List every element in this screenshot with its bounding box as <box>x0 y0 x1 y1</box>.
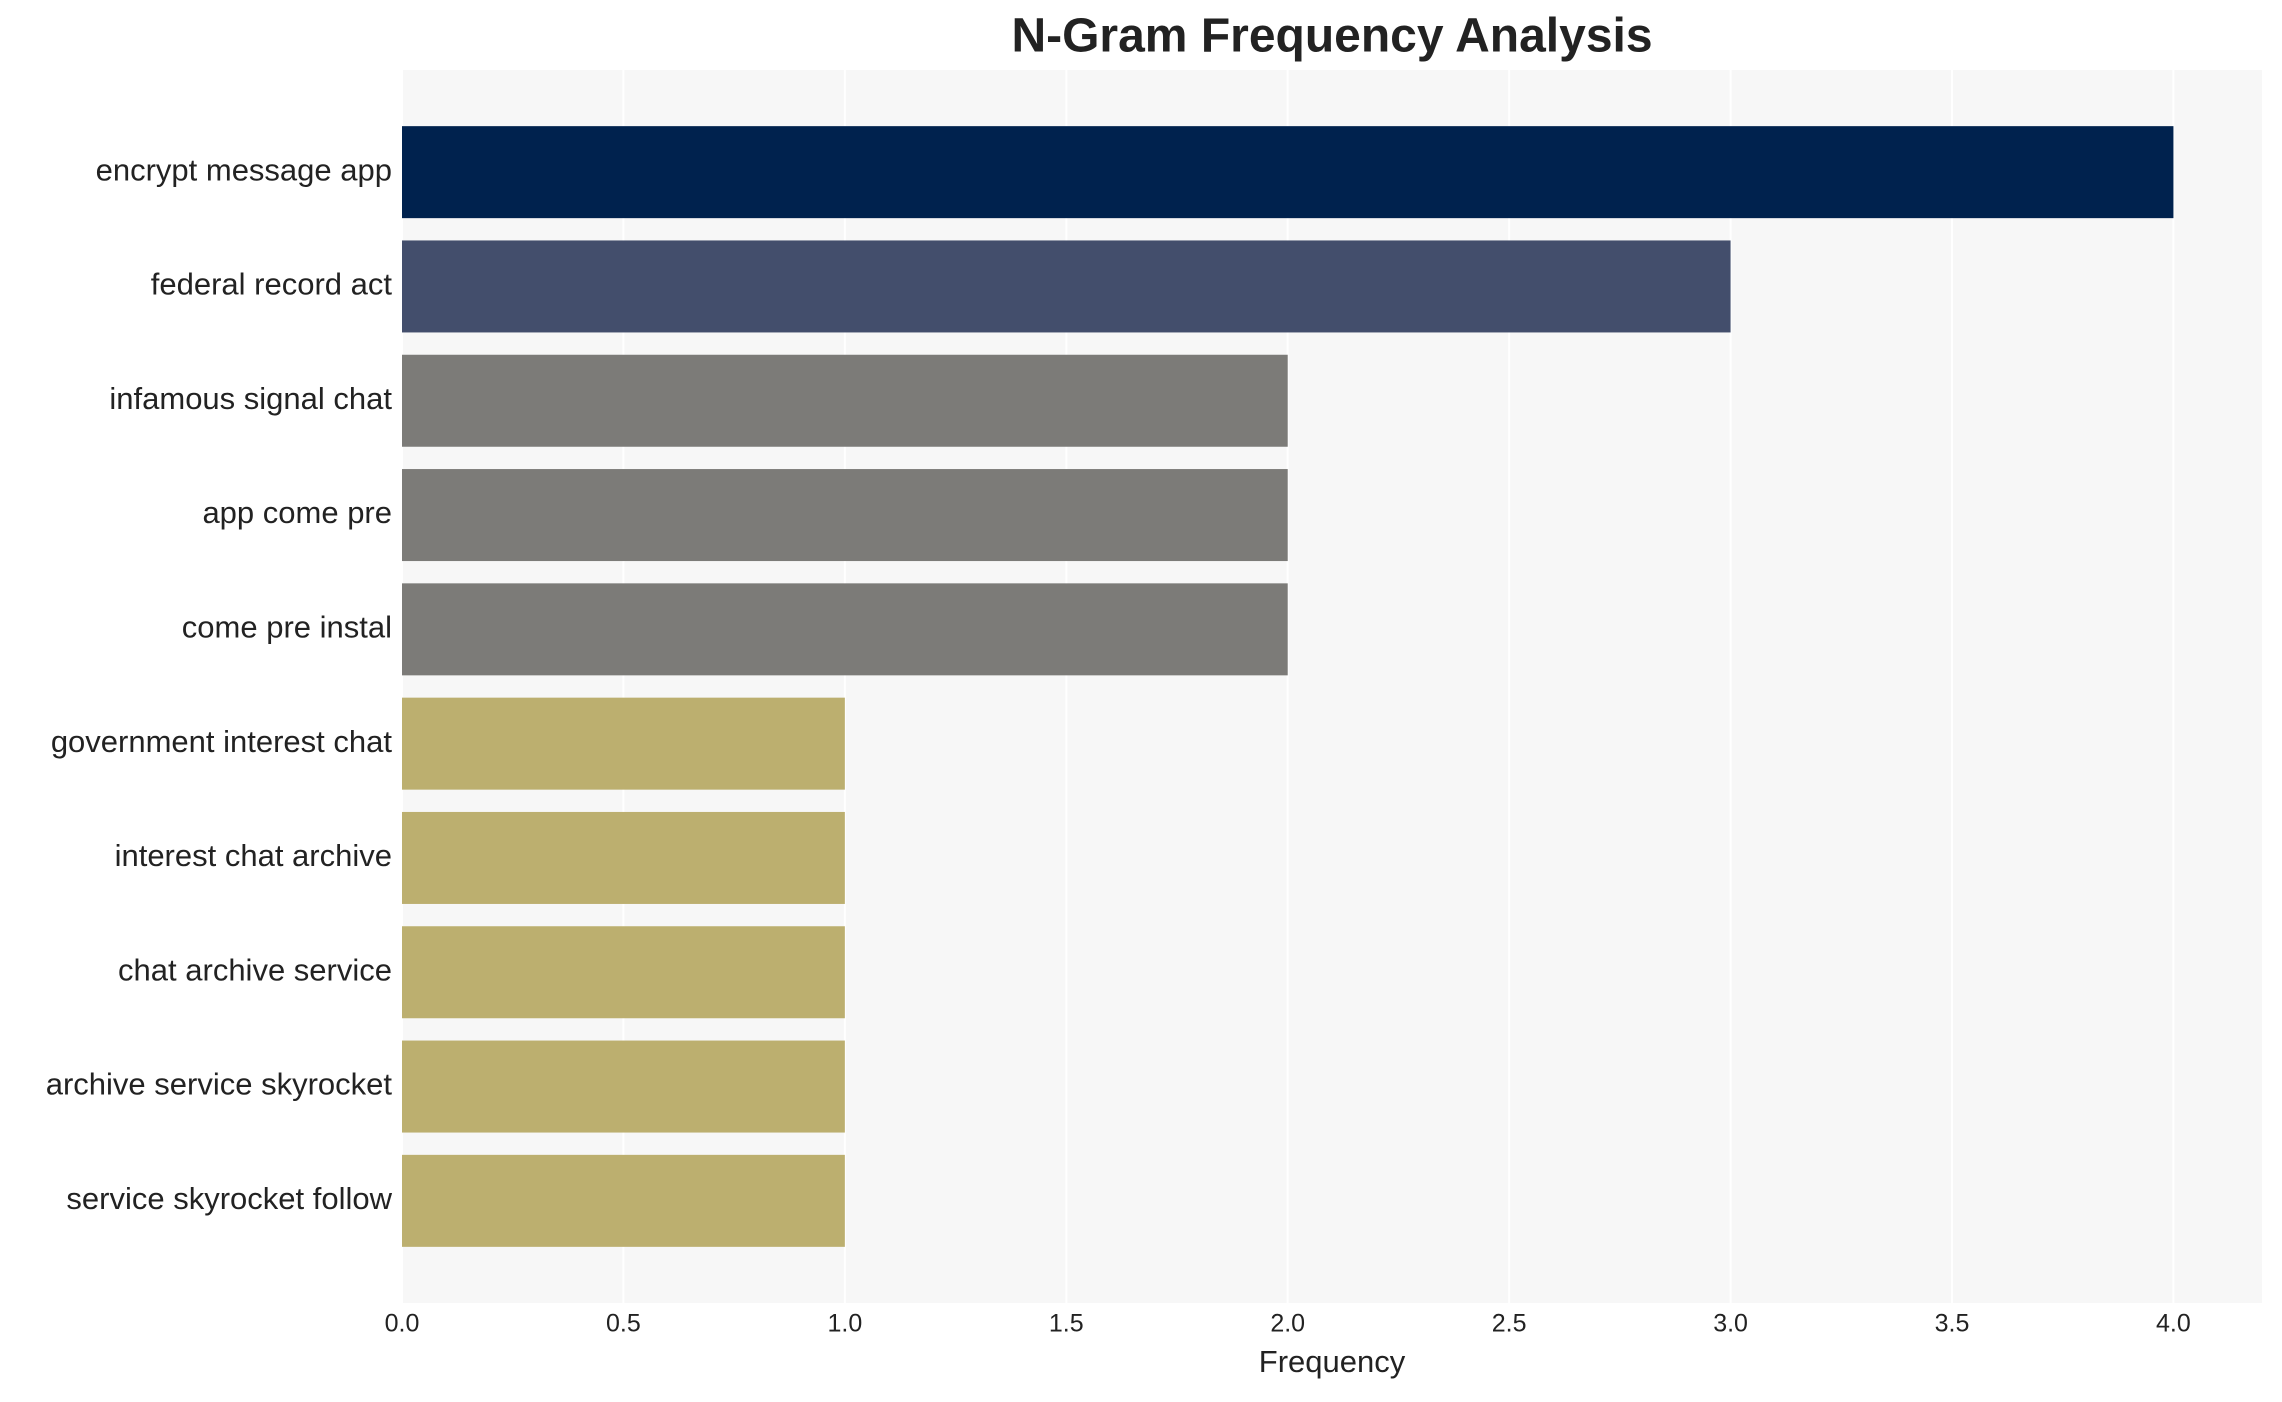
bar <box>402 926 845 1019</box>
bar <box>402 240 1731 333</box>
y-tick-label: archive service skyrocket <box>46 1067 393 1102</box>
x-tick-label: 2.5 <box>1492 1310 1527 1338</box>
bar <box>402 1154 845 1247</box>
y-tick-label: app come pre <box>202 495 392 530</box>
y-tick-label: interest chat archive <box>115 838 392 873</box>
x-tick-label: 3.0 <box>1713 1310 1748 1338</box>
y-tick-label: service skyrocket follow <box>66 1181 392 1216</box>
y-tick-label: federal record act <box>151 267 393 302</box>
x-tick-label: 0.5 <box>606 1310 641 1338</box>
y-tick-label: encrypt message app <box>96 152 392 187</box>
y-tick-label: infamous signal chat <box>109 381 392 416</box>
bar <box>402 583 1288 676</box>
x-tick-label: 1.5 <box>1049 1310 1084 1338</box>
x-tick-label: 3.5 <box>1935 1310 1970 1338</box>
bar <box>402 697 845 790</box>
y-tick-label: come pre instal <box>182 610 392 645</box>
bar <box>402 469 1288 562</box>
x-tick-label: 4.0 <box>2156 1310 2191 1338</box>
x-tick-label: 2.0 <box>1270 1310 1305 1338</box>
x-axis-label: Frequency <box>1259 1344 1406 1379</box>
y-tick-label: chat archive service <box>118 952 392 987</box>
bar <box>402 354 1288 447</box>
y-tick-label: government interest chat <box>51 724 393 759</box>
x-tick-label: 1.0 <box>827 1310 862 1338</box>
x-tick-label: 0.0 <box>385 1310 420 1338</box>
bar <box>402 126 2174 219</box>
chart-title: N-Gram Frequency Analysis <box>1011 10 1652 63</box>
bar <box>402 1040 845 1133</box>
bar <box>402 811 845 904</box>
